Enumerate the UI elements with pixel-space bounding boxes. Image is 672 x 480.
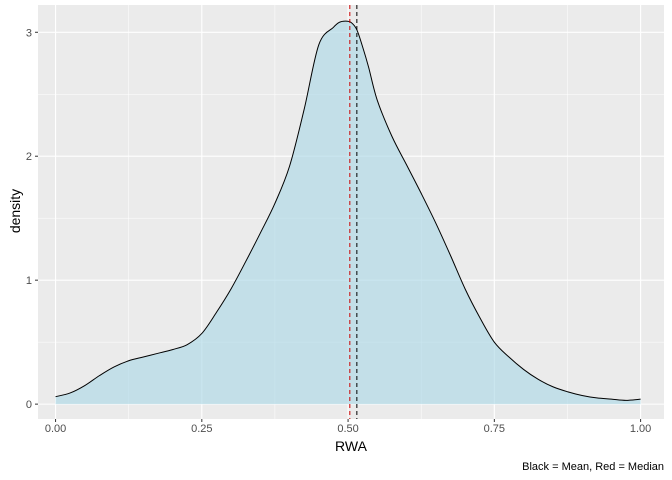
x-axis-title: RWA bbox=[335, 438, 368, 454]
x-tick-label: 0.00 bbox=[45, 423, 66, 435]
y-axis-ticks: 0 1 2 3 bbox=[26, 27, 38, 411]
x-axis-ticks: 0.00 0.25 0.50 0.75 1.00 bbox=[45, 419, 651, 435]
y-tick-label: 1 bbox=[26, 275, 32, 287]
density-curve bbox=[55, 20, 641, 401]
x-tick-label: 0.25 bbox=[191, 423, 212, 435]
y-axis-title: density bbox=[7, 189, 23, 233]
y-tick-label: 3 bbox=[26, 27, 32, 39]
x-tick-label: 0.50 bbox=[337, 423, 358, 435]
x-tick-label: 0.75 bbox=[484, 423, 505, 435]
chart-caption: Black = Mean, Red = Median bbox=[522, 461, 664, 473]
x-tick-label: 1.00 bbox=[630, 423, 651, 435]
y-tick-label: 0 bbox=[26, 399, 32, 411]
y-tick-label: 2 bbox=[26, 151, 32, 163]
density-area bbox=[55, 21, 641, 405]
